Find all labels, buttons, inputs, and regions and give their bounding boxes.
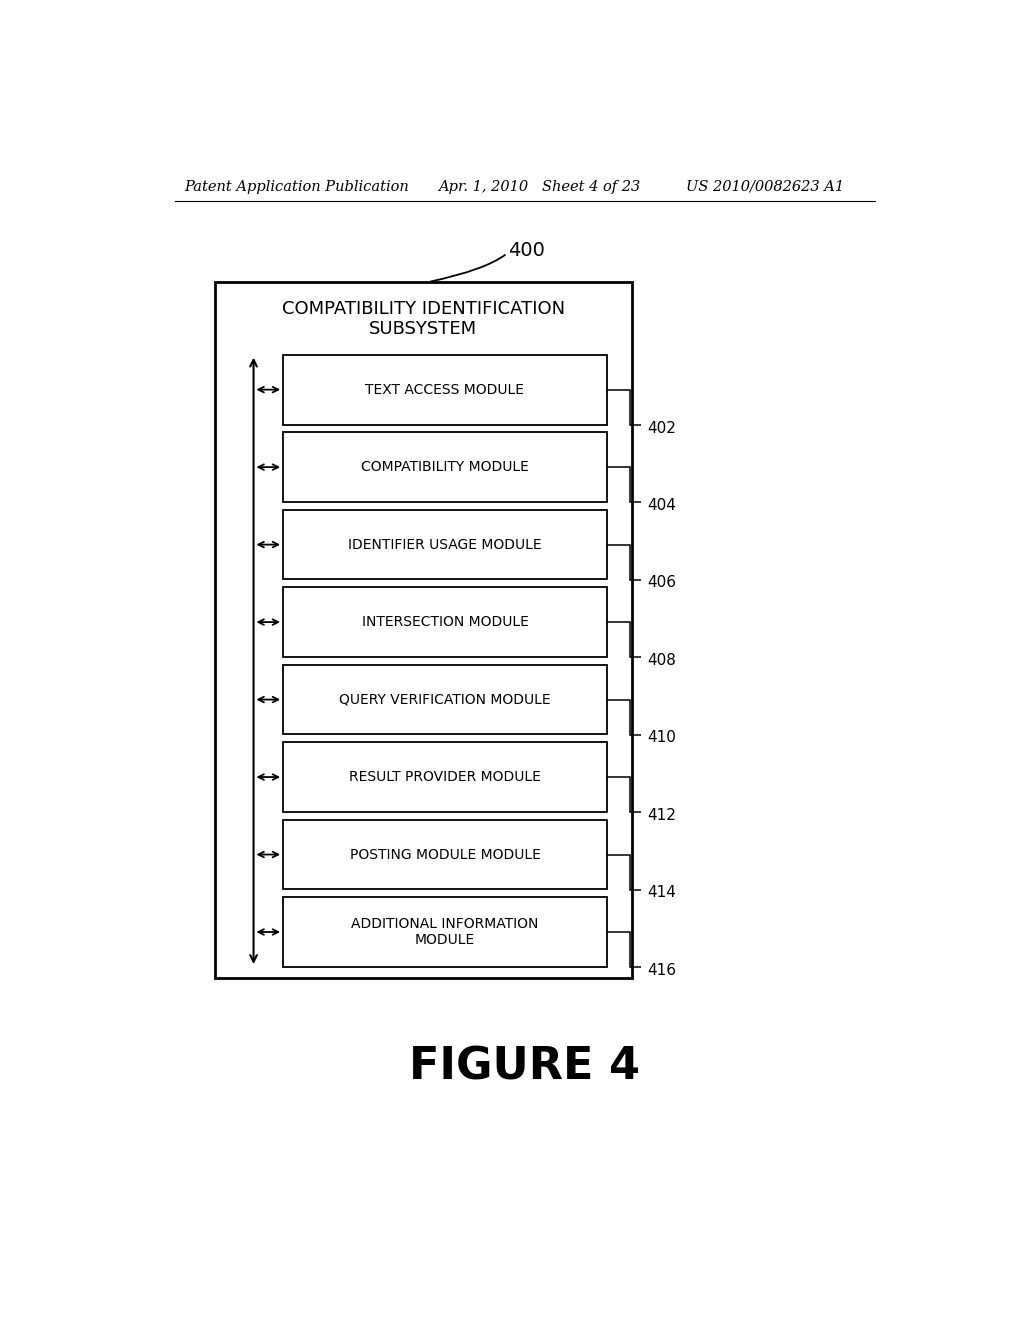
Bar — [215, 281, 632, 978]
Text: ADDITIONAL INFORMATION
MODULE: ADDITIONAL INFORMATION MODULE — [351, 917, 539, 948]
Bar — [283, 432, 607, 502]
Bar — [283, 355, 607, 425]
Text: RESULT PROVIDER MODULE: RESULT PROVIDER MODULE — [349, 770, 541, 784]
Text: FIGURE 4: FIGURE 4 — [410, 1045, 640, 1089]
Text: TEXT ACCESS MODULE: TEXT ACCESS MODULE — [366, 383, 524, 396]
Text: 406: 406 — [647, 576, 676, 590]
Text: INTERSECTION MODULE: INTERSECTION MODULE — [361, 615, 528, 630]
Bar — [283, 510, 607, 579]
Bar — [283, 742, 607, 812]
Bar — [283, 665, 607, 734]
Bar — [283, 898, 607, 966]
Text: COMPATIBILITY MODULE: COMPATIBILITY MODULE — [361, 461, 529, 474]
Text: 414: 414 — [647, 886, 676, 900]
Text: COMPATIBILITY IDENTIFICATION: COMPATIBILITY IDENTIFICATION — [282, 300, 565, 318]
Text: 408: 408 — [647, 653, 676, 668]
Text: Patent Application Publication: Patent Application Publication — [183, 180, 409, 194]
Text: 402: 402 — [647, 421, 676, 436]
Text: SUBSYSTEM: SUBSYSTEM — [370, 321, 477, 338]
Text: 416: 416 — [647, 962, 676, 978]
Text: 412: 412 — [647, 808, 676, 822]
Bar — [283, 587, 607, 657]
Text: IDENTIFIER USAGE MODULE: IDENTIFIER USAGE MODULE — [348, 537, 542, 552]
Text: Apr. 1, 2010   Sheet 4 of 23: Apr. 1, 2010 Sheet 4 of 23 — [438, 180, 640, 194]
Text: POSTING MODULE MODULE: POSTING MODULE MODULE — [349, 847, 541, 862]
Text: QUERY VERIFICATION MODULE: QUERY VERIFICATION MODULE — [339, 693, 551, 706]
Text: US 2010/0082623 A1: US 2010/0082623 A1 — [686, 180, 844, 194]
Text: 400: 400 — [508, 242, 545, 260]
Text: 410: 410 — [647, 730, 676, 746]
Text: 404: 404 — [647, 498, 676, 513]
Bar — [283, 820, 607, 890]
